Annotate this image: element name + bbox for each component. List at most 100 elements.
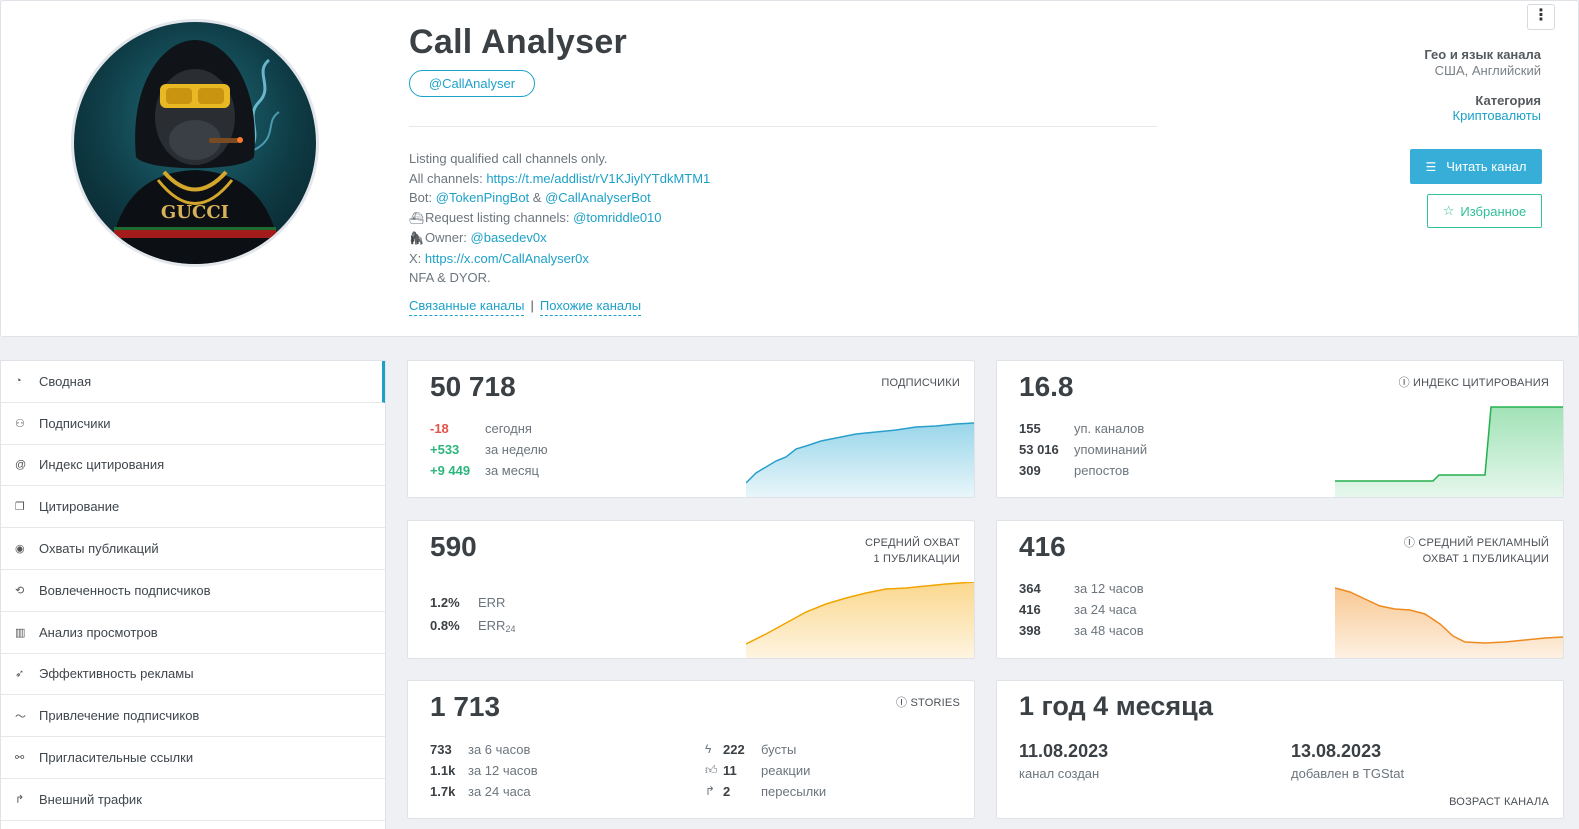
- callanalyser-bot-link[interactable]: @CallAnalyserBot: [545, 190, 651, 205]
- sidebar-item-ad-efficiency[interactable]: ➶ Эффективность рекламы: [1, 654, 385, 696]
- lightning-icon: ϟ: [705, 742, 712, 756]
- bar-chart-icon: ▥: [15, 626, 26, 639]
- info-icon: ⓘ: [1403, 537, 1419, 549]
- more-options-button[interactable]: ⋮: [1527, 4, 1555, 30]
- stat-value: 1.2%: [430, 595, 460, 610]
- users-icon: ⚇: [15, 417, 25, 430]
- stories-card[interactable]: 1 713 ⓘ STORIES 733 за 6 часов 1.1k за 12 …: [407, 680, 975, 819]
- citation-index-card[interactable]: 16.8 ⓘ ИНДЕКС ЦИТИРОВАНИЯ 155 уп. каналов…: [996, 360, 1564, 498]
- reach-caption-line: СРЕДНИЙ ОХВАТ: [864, 537, 960, 549]
- geo-value: США, Английский: [1434, 63, 1541, 78]
- stat-label: бусты: [761, 742, 797, 757]
- stories-value: 1 713: [430, 691, 501, 722]
- owner-link[interactable]: @basedev0x: [470, 230, 547, 245]
- description-line: 🦍Owner: @basedev0x: [409, 228, 710, 249]
- ship-emoji-icon: ⛴: [409, 210, 425, 225]
- sidebar-item-views-analysis[interactable]: ▥ Анализ просмотров: [1, 612, 385, 654]
- stat-label: за месяц: [485, 463, 539, 478]
- description-line: Bot: @TokenPingBot & @CallAnalyserBot: [409, 188, 710, 208]
- sidebar-item-label: Подписчики: [39, 415, 111, 431]
- stat-value: +9 449: [430, 463, 471, 478]
- stat-label: за 24 часа: [1074, 602, 1137, 617]
- sidebar-item-label: Анализ просмотров: [39, 624, 158, 640]
- reach-caption-line: 1 ПУБЛИКАЦИИ: [873, 553, 960, 565]
- stat-label: за 12 часов: [468, 763, 538, 778]
- at-icon: @: [15, 458, 27, 471]
- added-block: 13.08.2023 добавлен в TGStat: [1291, 741, 1404, 781]
- link-icon: ⚯: [15, 752, 25, 765]
- stat-label: реакции: [761, 763, 811, 778]
- sidebar-item-label: Внешний трафик: [39, 791, 142, 807]
- sidebar-item-reach[interactable]: ◉ Охваты публикаций: [1, 528, 385, 570]
- sidebar-item-label: Привлечение подписчиков: [39, 708, 200, 724]
- description-text: X:: [409, 250, 425, 266]
- category-link[interactable]: Криптовалюты: [1452, 108, 1541, 123]
- channel-age-caption: ВОЗРАСТ КАНАЛА: [1449, 796, 1549, 808]
- stat-label: пересылки: [761, 784, 827, 799]
- read-channel-button[interactable]: ☰ Читать канал: [1410, 149, 1542, 184]
- stat-value: 416: [1019, 602, 1041, 617]
- sidebar-item-external-traffic[interactable]: ↱ Внешний трафик: [1, 779, 385, 821]
- stat-row: 398 за 48 часов: [1019, 620, 1144, 641]
- sidebar-item-subscriber-growth[interactable]: 〜 Привлечение подписчиков: [1, 695, 385, 738]
- description-text: Request listing channels:: [425, 209, 574, 225]
- dashboard-icon: ◔: [15, 375, 22, 388]
- description-line: X: https://x.com/CallAnalyser0x: [409, 249, 710, 269]
- tokenping-bot-link[interactable]: @TokenPingBot: [435, 190, 530, 205]
- stat-value: 53 016: [1019, 442, 1059, 457]
- stat-label: сегодня: [485, 421, 532, 436]
- citation-caption: ⓘ ИНДЕКС ЦИТИРОВАНИЯ: [1399, 375, 1549, 391]
- stories-views: 733 за 6 часов 1.1k за 12 часов 1.7k за 24 …: [430, 739, 538, 802]
- stat-row: 1.2% ERR: [430, 591, 515, 614]
- description-text: NFA & DYOR.: [409, 270, 491, 285]
- stat-label: за 24 часа: [468, 784, 531, 799]
- description-text: Bot:: [409, 190, 436, 205]
- link-separator: |: [530, 298, 534, 313]
- stat-value: +533: [430, 442, 460, 457]
- sidebar-item-subscribers[interactable]: ⚇ Подписчики: [1, 403, 385, 445]
- category-block: Категория Криптовалюты: [1453, 93, 1541, 123]
- ad-reach-card[interactable]: 416 ⓘ СРЕДНИЙ РЕКЛАМНЫЙ ОХВАТ 1 ПУБЛИКАЦИ…: [996, 520, 1564, 659]
- stat-label: упоминаний: [1074, 442, 1148, 457]
- description-text: Owner:: [425, 230, 471, 245]
- request-listing-link[interactable]: @tomriddle010: [573, 209, 662, 225]
- rocket-icon: ➶: [15, 668, 25, 681]
- subscribers-card[interactable]: 50 718 ПОДПИСЧИКИ -18 сегодня +533 за неде…: [407, 360, 975, 498]
- description-line: Listing qualified call channels only.: [409, 149, 710, 169]
- citation-details: 155 уп. каналов 53 016 упоминаний 309 репос…: [1019, 418, 1147, 481]
- stories-caption: ⓘ STORIES: [896, 695, 960, 711]
- stat-label: ERR: [478, 595, 506, 610]
- gorilla-avatar-icon: GUCCI: [109, 40, 281, 264]
- similar-channels-link[interactable]: Похожие каналы: [539, 298, 642, 316]
- channel-header: GUCCI Call Analyser @CallAnalyser Listin…: [0, 0, 1579, 337]
- reach-card[interactable]: 590 СРЕДНИЙ ОХВАТ 1 ПУБЛИКАЦИИ 1.2% ERR 0.…: [407, 520, 975, 659]
- sidebar-item-citation-index[interactable]: @ Индекс цитирования: [1, 445, 385, 487]
- favorite-button[interactable]: ☆ Избранное: [1427, 194, 1542, 228]
- sidebar-item-invite-links[interactable]: ⚯ Пригласительные ссылки: [1, 737, 385, 779]
- stat-row: 364 за 12 часов: [1019, 578, 1144, 599]
- channel-age-card: 1 год 4 месяца 11.08.2023 канал создан 1…: [996, 680, 1564, 819]
- stat-value: 733: [430, 742, 452, 757]
- related-channels-link[interactable]: Связанные каналы: [409, 298, 525, 316]
- vertical-dots-icon: ⋮: [1533, 7, 1549, 24]
- ad-reach-caption-line: СРЕДНИЙ РЕКЛАМНЫЙ: [1418, 537, 1549, 549]
- geo-language-block: Гео и язык канала США, Английский: [1424, 47, 1541, 78]
- stat-value: 0.8%: [430, 618, 460, 633]
- engagement-icon: ⟲: [15, 584, 25, 597]
- x-profile-link[interactable]: https://x.com/CallAnalyser0x: [424, 250, 589, 266]
- subscribers-changes: -18 сегодня +533 за неделю +9 449 за месяц: [430, 418, 548, 481]
- stories-caption-text: STORIES: [910, 697, 960, 709]
- star-icon: ☆: [1442, 203, 1455, 218]
- channel-username-link[interactable]: @CallAnalyser: [409, 70, 535, 97]
- stat-label: ERR24: [478, 614, 515, 641]
- created-block: 11.08.2023 канал создан: [1019, 741, 1108, 781]
- divider: [409, 126, 1157, 127]
- stat-value: 2: [723, 784, 731, 799]
- sidebar-item-engagement[interactable]: ⟲ Вовлеченность подписчиков: [1, 570, 385, 612]
- sidebar-item-summary[interactable]: ◔ Сводная: [1, 361, 385, 403]
- read-channel-label: Читать канал: [1446, 159, 1527, 174]
- stat-value: 364: [1019, 581, 1041, 596]
- stat-row: 👍︎ 11 реакции: [705, 760, 826, 781]
- addlist-link[interactable]: https://t.me/addlist/rV1KJiylYTdkMTM1: [486, 170, 711, 186]
- sidebar-item-citation[interactable]: ❐ Цитирование: [1, 486, 385, 529]
